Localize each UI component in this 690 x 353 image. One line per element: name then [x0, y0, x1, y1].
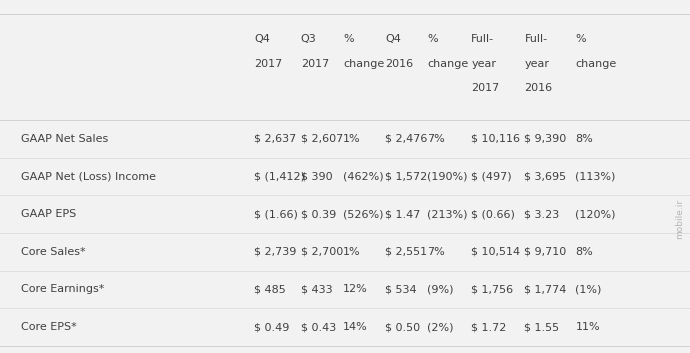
Text: $ 10,514: $ 10,514: [471, 247, 520, 257]
Text: $ 9,710: $ 9,710: [524, 247, 566, 257]
Text: $ 9,390: $ 9,390: [524, 134, 566, 144]
Text: Q4: Q4: [254, 34, 270, 44]
Text: Core EPS*: Core EPS*: [21, 322, 77, 332]
Text: 8%: 8%: [575, 134, 593, 144]
Text: GAAP Net Sales: GAAP Net Sales: [21, 134, 108, 144]
Text: $ 2,607: $ 2,607: [301, 134, 343, 144]
Text: year: year: [471, 59, 496, 68]
Text: $ 1.72: $ 1.72: [471, 322, 506, 332]
Text: $ 1.55: $ 1.55: [524, 322, 560, 332]
Text: (2%): (2%): [427, 322, 453, 332]
Text: (526%): (526%): [343, 209, 384, 219]
Text: 2017: 2017: [471, 83, 500, 93]
Text: $ 0.39: $ 0.39: [301, 209, 336, 219]
Text: (213%): (213%): [427, 209, 468, 219]
Text: $ 534: $ 534: [385, 285, 417, 294]
Text: $ 2,476: $ 2,476: [385, 134, 427, 144]
Text: Q4: Q4: [385, 34, 401, 44]
Text: 1%: 1%: [343, 134, 361, 144]
Text: $ 3.23: $ 3.23: [524, 209, 560, 219]
Text: $ 10,116: $ 10,116: [471, 134, 520, 144]
Text: Core Earnings*: Core Earnings*: [21, 285, 104, 294]
Text: 8%: 8%: [575, 247, 593, 257]
Text: change: change: [343, 59, 384, 68]
Text: 14%: 14%: [343, 322, 368, 332]
Text: (120%): (120%): [575, 209, 616, 219]
Text: GAAP Net (Loss) Income: GAAP Net (Loss) Income: [21, 172, 156, 181]
Text: Full-: Full-: [471, 34, 495, 44]
Text: Full-: Full-: [524, 34, 548, 44]
Text: $ (1,412): $ (1,412): [254, 172, 305, 181]
Text: change: change: [575, 59, 617, 68]
Text: $ (1.66): $ (1.66): [254, 209, 298, 219]
Text: 2016: 2016: [524, 83, 553, 93]
Text: %: %: [343, 34, 353, 44]
Text: mobile.ir: mobile.ir: [676, 199, 684, 239]
Text: (1%): (1%): [575, 285, 602, 294]
Text: 7%: 7%: [427, 247, 445, 257]
Text: GAAP EPS: GAAP EPS: [21, 209, 76, 219]
Text: %: %: [427, 34, 437, 44]
Text: (9%): (9%): [427, 285, 453, 294]
Text: $ 2,700: $ 2,700: [301, 247, 343, 257]
Text: $ 485: $ 485: [254, 285, 286, 294]
Text: (190%): (190%): [427, 172, 468, 181]
Text: (113%): (113%): [575, 172, 616, 181]
Text: $ 1,756: $ 1,756: [471, 285, 513, 294]
Text: $ 433: $ 433: [301, 285, 333, 294]
Text: $ 1,572: $ 1,572: [385, 172, 427, 181]
Text: $ (0.66): $ (0.66): [471, 209, 515, 219]
Text: $ 0.43: $ 0.43: [301, 322, 336, 332]
Text: $ 0.50: $ 0.50: [385, 322, 420, 332]
Text: Core Sales*: Core Sales*: [21, 247, 86, 257]
Text: Q3: Q3: [301, 34, 317, 44]
Text: $ 3,695: $ 3,695: [524, 172, 566, 181]
Text: 2017: 2017: [301, 59, 329, 68]
Text: change: change: [427, 59, 469, 68]
Text: 2016: 2016: [385, 59, 413, 68]
Text: %: %: [575, 34, 586, 44]
Text: 1%: 1%: [343, 247, 361, 257]
Text: $ 1,774: $ 1,774: [524, 285, 566, 294]
Text: year: year: [524, 59, 549, 68]
Text: $ (497): $ (497): [471, 172, 512, 181]
Text: $ 1.47: $ 1.47: [385, 209, 420, 219]
Text: $ 2,551: $ 2,551: [385, 247, 427, 257]
Text: 11%: 11%: [575, 322, 600, 332]
Text: $ 0.49: $ 0.49: [254, 322, 289, 332]
Text: 2017: 2017: [254, 59, 282, 68]
Text: $ 2,637: $ 2,637: [254, 134, 296, 144]
Text: 12%: 12%: [343, 285, 368, 294]
Text: (462%): (462%): [343, 172, 384, 181]
Text: 7%: 7%: [427, 134, 445, 144]
Text: $ 390: $ 390: [301, 172, 333, 181]
Text: $ 2,739: $ 2,739: [254, 247, 296, 257]
